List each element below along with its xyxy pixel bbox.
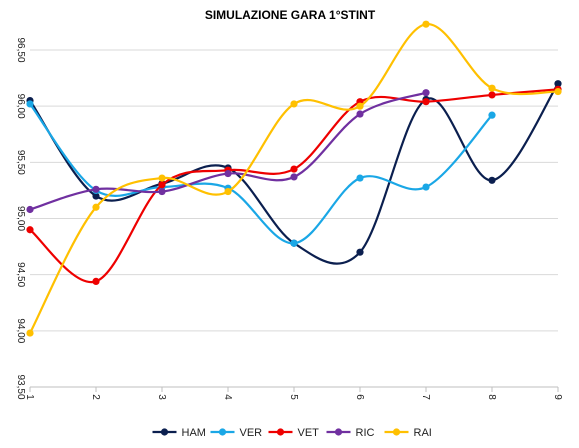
x-tick-label: 7 [420, 394, 431, 400]
series-rai [26, 20, 562, 337]
data-point-ric [92, 185, 100, 193]
y-tick-label: 96,50 [15, 37, 26, 62]
x-tick-label: 8 [486, 394, 497, 400]
legend-label: HAM [182, 427, 206, 439]
data-point-vet [422, 98, 430, 106]
legend-item-ric: RIC [326, 427, 375, 439]
data-point-ric [26, 205, 34, 214]
data-point-ric [422, 89, 430, 97]
legend-item-vet: VET [268, 427, 320, 439]
series-vet [26, 85, 562, 286]
x-tick-label: 6 [354, 394, 365, 400]
data-point-rai [422, 20, 430, 28]
data-point-rai [158, 174, 166, 182]
y-tick-label: 94,00 [15, 318, 26, 343]
y-tick-label: 94,50 [15, 262, 26, 287]
data-point-ric [158, 187, 166, 196]
y-tick-label: 95,00 [15, 206, 26, 231]
x-tick-label: 4 [222, 394, 233, 400]
data-point-rai [554, 87, 562, 96]
data-point-rai [488, 84, 496, 92]
series-ric [26, 89, 430, 214]
legend-swatch-marker [276, 428, 285, 436]
x-tick-label: 9 [552, 394, 563, 400]
legend-label: RIC [356, 427, 375, 439]
data-point-vet [488, 91, 496, 99]
data-point-rai [92, 203, 100, 211]
data-point-rai [290, 100, 298, 108]
legend-swatch-marker [218, 428, 227, 436]
chart-title: SIMULAZIONE GARA 1°STINT [205, 8, 376, 22]
data-point-ric [356, 110, 364, 118]
legend-label: VET [298, 427, 320, 439]
data-point-rai [356, 102, 364, 110]
data-point-vet [26, 226, 34, 234]
y-tick-label: 95,50 [15, 150, 26, 175]
legend-label: RAI [414, 427, 432, 439]
legend-label: VER [240, 427, 263, 439]
data-point-ham [554, 80, 562, 88]
data-point-ric [290, 173, 298, 181]
axes: 93,50 94,00 94,50 95,00 95,50 96,00 96,50 1 2 3 4 5… [15, 37, 563, 400]
data-point-ham [488, 176, 496, 184]
data-point-ver [290, 239, 298, 247]
legend-item-ham: HAM [152, 427, 206, 439]
data-point-ver [422, 183, 430, 191]
data-point-ver [26, 100, 34, 108]
legend-swatch-marker [392, 428, 401, 436]
data-point-vet [290, 165, 298, 173]
y-tick-label: 93,50 [15, 374, 26, 399]
legend-item-rai: RAI [384, 427, 432, 439]
series-line-vet [29, 88, 559, 284]
legend-swatch-marker [160, 428, 169, 436]
x-tick-label: 5 [288, 394, 299, 400]
data-point-vet [158, 181, 166, 189]
x-tick-label: 2 [90, 394, 101, 400]
y-tick-label: 96,00 [15, 94, 26, 119]
data-point-rai [26, 329, 34, 337]
data-point-ver [356, 174, 364, 182]
legend-item-ver: VER [210, 427, 263, 439]
series-line-ham [29, 83, 559, 265]
legend: HAM VER VET RIC RAI [152, 427, 432, 439]
data-point-ham [356, 248, 364, 256]
data-point-ham [92, 192, 100, 200]
data-point-rai [224, 187, 232, 196]
series-layer [26, 20, 562, 337]
data-point-ric [224, 169, 232, 178]
data-point-vet [92, 277, 100, 286]
x-tick-label: 3 [156, 394, 167, 400]
legend-swatch-marker [334, 428, 343, 436]
x-tick-label: 1 [24, 394, 35, 400]
data-point-ver [488, 111, 496, 119]
